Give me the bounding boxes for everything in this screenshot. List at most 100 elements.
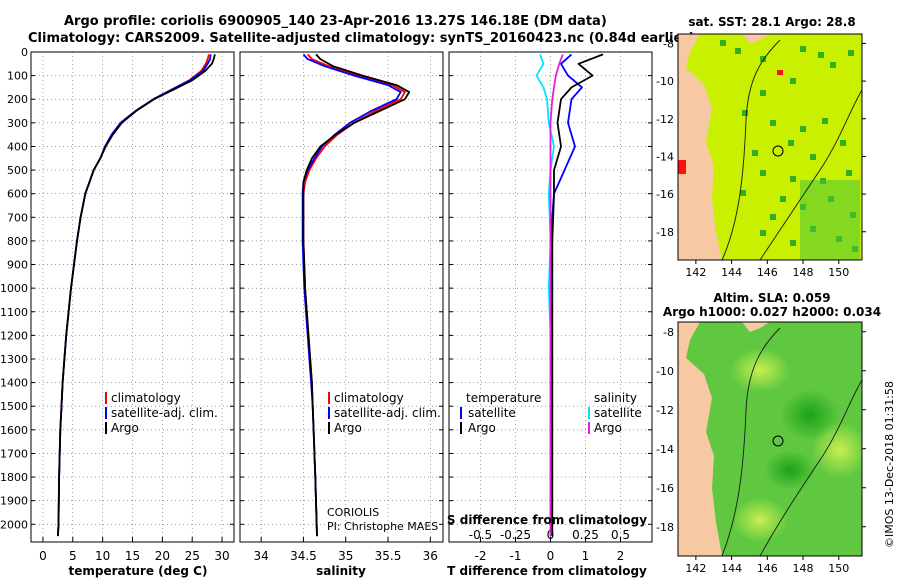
sla-high-blob [730,348,790,392]
depth-tick-label: 100 [7,70,28,83]
x-tick-label: 0 [547,549,555,563]
depth-tick-label: 1400 [0,377,28,390]
sst-cell [790,78,796,84]
depth-tick-label: 1800 [0,471,28,484]
sst-cell [818,52,824,58]
map-y-tick-label: -16 [656,482,674,495]
x-top-tick-label: -0.25 [500,528,531,542]
sst-cell [822,118,828,124]
land-cape-york [678,322,722,556]
depth-tick-label: 900 [7,259,28,272]
x-tick-label: 34.5 [290,549,317,563]
plot-frame [30,51,235,543]
x-tick-label: 34 [254,549,269,563]
x-tick-label: 5 [69,549,77,563]
depth-tick-label: 600 [7,188,28,201]
difference-xlabel: T difference from climatology [447,564,647,578]
series-line [551,53,604,537]
map-y-tick-label: -18 [656,521,674,534]
legend-label-satellite: satellite-adj. clim. [111,406,218,420]
legend-title-temperature: temperature [466,391,541,405]
map-x-tick-label: 148 [793,562,814,575]
map-y-tick-label: -14 [656,150,674,163]
depth-tick-label: 1300 [0,353,28,366]
legend-label-argo: Argo [111,421,139,435]
map-y-tick-label: -10 [656,365,674,378]
depth-tick-label: 1900 [0,495,28,508]
x-tick-label: 35.5 [375,549,402,563]
series-line [549,54,564,537]
legend-title-salinity: salinity [594,391,637,405]
float-location-marker [772,145,784,157]
sst-cell [788,140,794,146]
map-x-tick-label: 146 [757,562,778,575]
depth-tick-label: 1200 [0,329,28,342]
legend-label-satellite: satellite-adj. clim. [334,406,441,420]
sla-high-blob [732,498,788,542]
legend-label-s-argo: Argo [594,421,622,435]
series-line [57,54,216,537]
sst-map-frame [677,33,863,261]
x-tick-label: -2 [475,549,487,563]
sst-cell [846,170,852,176]
depth-tick-label: 1700 [0,447,28,460]
sst-cell [810,154,816,160]
depth-tick-label: 1500 [0,400,28,413]
legend-label-argo: Argo [334,421,362,435]
map-x-tick-label: 148 [793,266,814,279]
depth-tick-label: 1100 [0,306,28,319]
bathymetry-contour [721,327,781,556]
difference-top-xlabel: S difference from climatology [447,513,647,527]
legend-label-climatology: climatology [334,391,404,405]
map-y-tick-label: -12 [656,404,674,417]
depth-tick-label: 700 [7,211,28,224]
map-x-tick-label: 146 [757,266,778,279]
depth-tick-label: 800 [7,235,28,248]
annotation-pi: PI: Christophe MAES [327,520,438,533]
depth-tick-label: 0 [21,46,28,59]
map-x-tick-label: 150 [828,562,849,575]
sst-cell [760,90,766,96]
legend-label-climatology: climatology [111,391,181,405]
sst-cell [830,62,836,68]
sst-cell [800,126,806,132]
sst-map-title: sat. SST: 28.1 Argo: 28.8 [688,15,855,29]
x-tick-label: 30 [214,549,229,563]
map-y-tick-label: -18 [656,226,674,239]
bathymetry-contour [759,89,862,260]
sla-map-axes: -8 -10 -12 -14 -16 -18 142 144 146 148 150 [656,326,866,575]
depth-tick-label: 2000 [0,518,28,531]
map-y-tick-label: -8 [663,326,674,339]
sst-cell [790,176,796,182]
x-tick-label: 36 [423,549,438,563]
sst-cool-patch [800,180,860,260]
x-top-tick-label: 0.5 [611,528,630,542]
sst-cell [735,48,741,54]
sst-map: -8 -10 -12 -14 -16 -18 142 144 146 148 150 [656,33,866,279]
float-location-marker [772,435,784,447]
legend-label-t-satellite: satellite [468,406,516,420]
map-y-tick-label: -10 [656,75,674,88]
sst-map-axes: -8 -10 -12 -14 -16 -18 142 144 146 148 150 [656,37,866,279]
depth-tick-label: 400 [7,140,28,153]
depth-tick-label: 500 [7,164,28,177]
map-y-tick-label: -8 [663,37,674,50]
title-line-1: Argo profile: coriolis 6900905_140 23-Ap… [64,14,607,29]
x-tick-label: 15 [125,549,140,563]
map-x-tick-label: 142 [685,562,706,575]
sst-cells [720,40,860,260]
depth-tick-label: 200 [7,93,28,106]
temperature-panel: 0 5 10 15 20 25 30 [30,51,235,563]
map-y-tick-label: -14 [656,443,674,456]
depth-tick-label: 1000 [0,282,28,295]
sla-map-frame [677,321,863,557]
series-line [302,53,411,537]
sst-cell [780,196,786,202]
depth-axis-labels: 0 100 200 300 400 500 600 700 800 900 1000 1100 1200… [0,46,28,531]
x-tick-label: 10 [95,549,110,563]
land-png [742,34,770,44]
legend-label-t-argo: Argo [468,421,496,435]
plot-area [240,52,443,542]
x-top-tick-label: 0.25 [572,528,599,542]
